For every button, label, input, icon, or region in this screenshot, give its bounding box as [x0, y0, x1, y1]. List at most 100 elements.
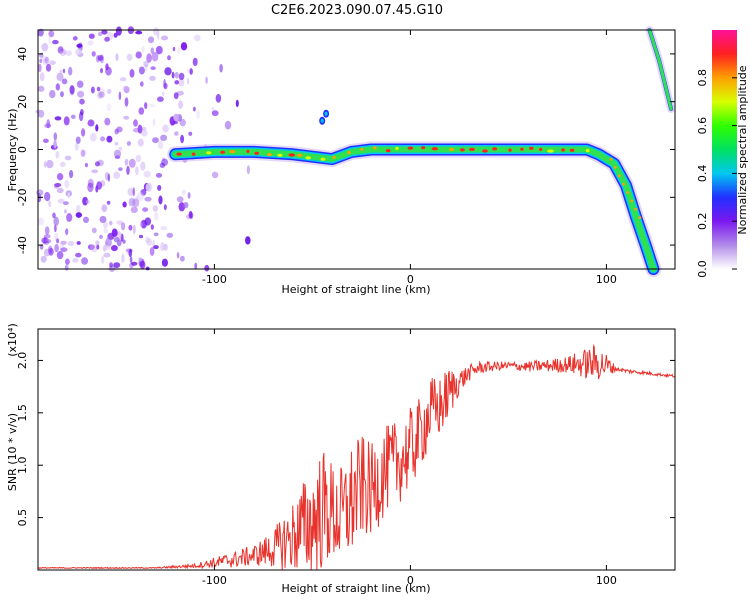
ridge-peak: [277, 153, 283, 157]
noise-speckle: [144, 64, 148, 72]
noise-speckle: [126, 165, 130, 175]
noise-speckle: [143, 60, 149, 68]
ridge-peak: [267, 153, 272, 157]
noise-speckle: [245, 236, 251, 245]
noise-speckle: [107, 173, 111, 182]
noise-speckle: [42, 240, 50, 245]
noise-speckle: [145, 236, 150, 244]
noise-speckle: [204, 264, 210, 272]
ridge-peak: [449, 147, 454, 152]
noise-speckle: [118, 91, 122, 101]
noise-speckle: [146, 53, 152, 63]
noise-speckle: [176, 90, 184, 96]
noise-speckle: [174, 80, 179, 85]
snr-y-label: SNR (10 * v/v): [6, 413, 19, 491]
noise-speckle: [132, 224, 136, 235]
noise-speckle: [151, 51, 159, 62]
ridge-peak: [609, 157, 613, 161]
ridge-peak: [246, 149, 250, 153]
noise-speckle: [172, 46, 176, 52]
noise-speckle: [138, 234, 144, 239]
noise-speckle: [140, 161, 146, 171]
x-tick-label: -100: [202, 273, 227, 286]
noise-speckle: [135, 166, 139, 176]
ridge-peak: [360, 147, 364, 151]
noise-speckle: [76, 80, 84, 88]
spectrogram-x-label: Height of straight line (km): [281, 283, 430, 296]
ridge-peak: [407, 146, 414, 150]
noise-speckle: [54, 183, 62, 187]
ridge-peak: [626, 191, 629, 194]
noise-speckle: [100, 68, 103, 74]
noise-speckle: [111, 228, 118, 237]
noise-speckle: [42, 58, 48, 65]
ridge-peak: [288, 153, 296, 157]
noise-speckle: [55, 83, 60, 91]
noise-speckle: [60, 48, 64, 53]
noise-speckle: [63, 116, 70, 126]
noise-speckle: [81, 128, 86, 137]
noise-speckle: [122, 85, 128, 93]
spectral-blip-core: [320, 118, 324, 123]
noise-speckle: [64, 209, 67, 214]
noise-speckle: [66, 213, 73, 222]
noise-speckle: [178, 78, 185, 87]
noise-speckle: [70, 114, 76, 120]
noise-speckle: [65, 228, 69, 236]
ridge-peak: [385, 149, 391, 153]
y-tick-label: 0.5: [16, 509, 29, 527]
noise-speckle: [188, 210, 193, 219]
noise-speckle: [178, 202, 186, 212]
noise-speckle: [135, 30, 143, 35]
noise-speckle: [106, 103, 112, 112]
noise-speckle: [55, 151, 60, 159]
noise-speckle: [76, 43, 83, 48]
noise-speckle: [141, 46, 145, 53]
ridge-peak: [191, 152, 196, 156]
noise-speckle: [113, 32, 118, 38]
noise-speckle: [64, 155, 72, 161]
noise-speckle: [65, 50, 73, 56]
noise-speckle: [109, 262, 113, 268]
noise-speckle: [98, 91, 105, 98]
noise-speckle: [178, 72, 185, 81]
noise-speckle: [163, 243, 168, 251]
noise-speckle: [133, 119, 138, 127]
noise-speckle: [173, 113, 180, 122]
upper-branch-band: [648, 28, 673, 111]
noise-speckle: [75, 212, 83, 218]
noise-speckle: [129, 256, 133, 264]
noise-speckle: [46, 159, 54, 169]
noise-speckle: [100, 136, 106, 142]
noise-speckle: [140, 189, 147, 196]
noise-speckle: [124, 97, 129, 107]
noise-speckle: [176, 196, 184, 203]
colorbar-tick-label: 0.8: [696, 69, 709, 87]
noise-speckle: [91, 51, 96, 57]
ridge-peak: [492, 147, 498, 151]
noise-speckle: [63, 201, 69, 206]
noise-speckle: [40, 255, 47, 263]
noise-speckle: [131, 261, 138, 266]
noise-speckle: [246, 165, 250, 175]
noise-speckle: [167, 55, 171, 61]
noise-speckle: [215, 93, 222, 103]
noise-speckle: [64, 264, 69, 271]
noise-speckle: [127, 187, 135, 197]
noise-speckle: [101, 30, 108, 35]
noise-speckle: [183, 201, 189, 209]
noise-speckle: [46, 119, 50, 129]
spectrogram-y-ticks: -40 -20 0 20 40: [16, 47, 675, 254]
noise-speckle: [176, 47, 181, 55]
noise-speckle: [54, 116, 62, 121]
x-tick-label: -100: [202, 574, 227, 587]
noise-speckle: [173, 92, 179, 100]
noise-speckle: [89, 132, 97, 142]
noise-speckle: [67, 240, 75, 247]
ridge-peak: [539, 147, 543, 151]
noise-speckle: [157, 96, 164, 102]
noise-speckle: [111, 245, 118, 252]
noise-speckle: [74, 142, 79, 151]
noise-speckle: [193, 106, 196, 112]
